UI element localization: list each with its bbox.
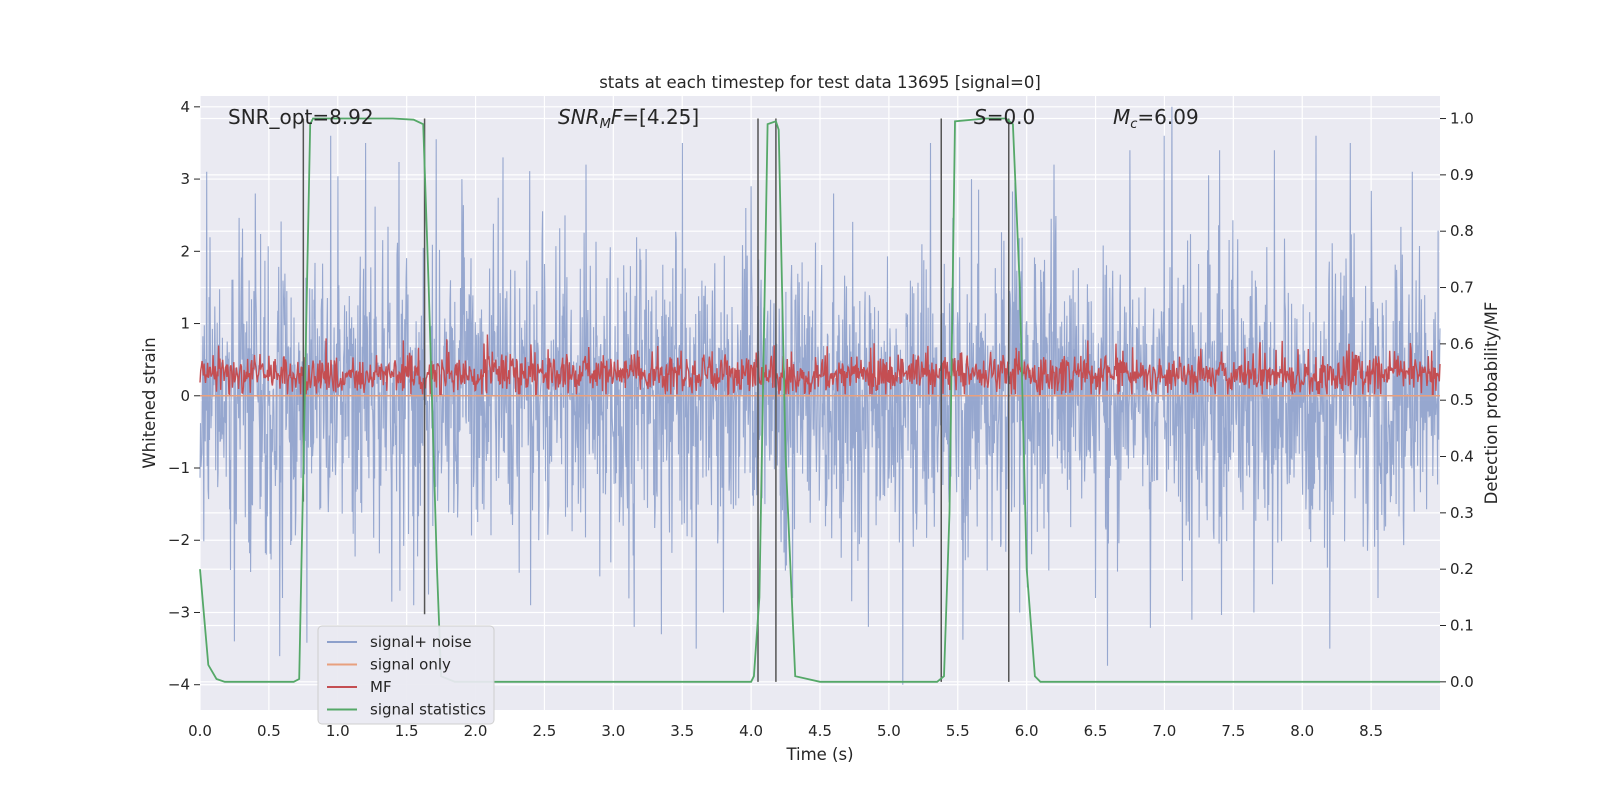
- x-tick-label: 2.0: [464, 722, 488, 740]
- x-tick-label: 5.5: [946, 722, 970, 740]
- annotation-mc: Mc=6.09: [1113, 105, 1199, 132]
- legend-label: signal statistics: [370, 701, 486, 719]
- x-tick-label: 2.5: [533, 722, 557, 740]
- noise-line: [199, 106, 1441, 685]
- x-tick-label: 0.5: [257, 722, 281, 740]
- x-tick-label: 8.5: [1359, 722, 1383, 740]
- y-tick-label: 0: [180, 387, 190, 405]
- y-tick-label-right: 0.7: [1450, 279, 1474, 297]
- x-tick-label: 5.0: [877, 722, 901, 740]
- signal-statistics-line: [199, 117, 1440, 683]
- x-tick-label: 7.5: [1221, 722, 1245, 740]
- y-tick-label: 4: [180, 98, 190, 116]
- legend-box: [317, 625, 495, 725]
- x-tick-label: 1.0: [326, 722, 350, 740]
- x-tick-labels: 0.0 0.5 1.0 1.5 2.0 2.5 3.0 3.5 4.0 4.5 5.0 5.5 6.0 6…: [188, 722, 1383, 740]
- x-tick-label: 7.0: [1153, 722, 1177, 740]
- series-signal-noise: [199, 106, 1441, 685]
- x-tick-label: 3.5: [670, 722, 694, 740]
- y-tick-label-right: 0.2: [1450, 560, 1474, 578]
- x-tick-label: 4.5: [808, 722, 832, 740]
- y-tick-label: 3: [180, 170, 190, 188]
- y-tick-label: −4: [168, 676, 190, 694]
- annotation-snr-mf: SNRMF=[4.25]: [558, 105, 699, 132]
- y-tick-label-right: 0.4: [1450, 448, 1474, 466]
- y-tick-label-right: 1.0: [1450, 110, 1474, 128]
- x-tick-label: 3.0: [601, 722, 625, 740]
- y-tick-label: −3: [168, 603, 190, 621]
- y-tick-labels-right: 1.0 0.9 0.8 0.7 0.6 0.5 0.4 0.3 0.2 0.1 0.0: [1440, 110, 1474, 691]
- y-axis-label-right: Detection probability/MF: [1482, 302, 1501, 505]
- y-tick-label-right: 0.9: [1450, 166, 1474, 184]
- y-tick-label: 1: [180, 315, 190, 333]
- legend-label: MF: [370, 678, 392, 696]
- x-tick-label: 0.0: [188, 722, 212, 740]
- legend-label: signal+ noise: [370, 633, 472, 651]
- annotation-s: S=0.0: [974, 105, 1035, 129]
- y-tick-label-right: 0.5: [1450, 391, 1474, 409]
- y-tick-label-right: 0.6: [1450, 335, 1474, 353]
- y-tick-labels-left: 4 3 2 1 0 −1 −2 −3 −4: [168, 98, 200, 694]
- x-tick-label: 4.0: [739, 722, 763, 740]
- y-tick-label-right: 0.1: [1450, 617, 1474, 635]
- y-tick-label: −1: [168, 459, 190, 477]
- series-mf: [199, 334, 1441, 396]
- x-tick-label: 8.0: [1290, 722, 1314, 740]
- x-tick-label: 6.0: [1015, 722, 1039, 740]
- legend: signal+ noise signal only MF signal statist…: [317, 625, 495, 725]
- y-tick-label: −2: [168, 531, 190, 549]
- annotation-snr-opt: SNR_opt=8.92: [228, 105, 374, 129]
- x-tick-label: 1.5: [395, 722, 419, 740]
- y-axis-label-left: Whitened strain: [140, 337, 159, 468]
- x-axis-label: Time (s): [785, 745, 853, 764]
- y-tick-label: 2: [180, 242, 190, 260]
- x-tick-label: 6.5: [1084, 722, 1108, 740]
- series-signal-statistics: [199, 117, 1440, 683]
- mf-line: [199, 334, 1441, 396]
- y-tick-label-right: 0.3: [1450, 504, 1474, 522]
- annotations: SNR_opt=8.92 SNRMF=[4.25] S=0.0 Mc=6.09: [228, 105, 1199, 132]
- legend-label: signal only: [370, 656, 451, 674]
- y-tick-label-right: 0.8: [1450, 222, 1474, 240]
- legend-entries: signal+ noise signal only MF signal statist…: [327, 633, 486, 719]
- y-tick-label-right: 0.0: [1450, 673, 1474, 691]
- chart-title: stats at each timestep for test data 136…: [599, 73, 1041, 92]
